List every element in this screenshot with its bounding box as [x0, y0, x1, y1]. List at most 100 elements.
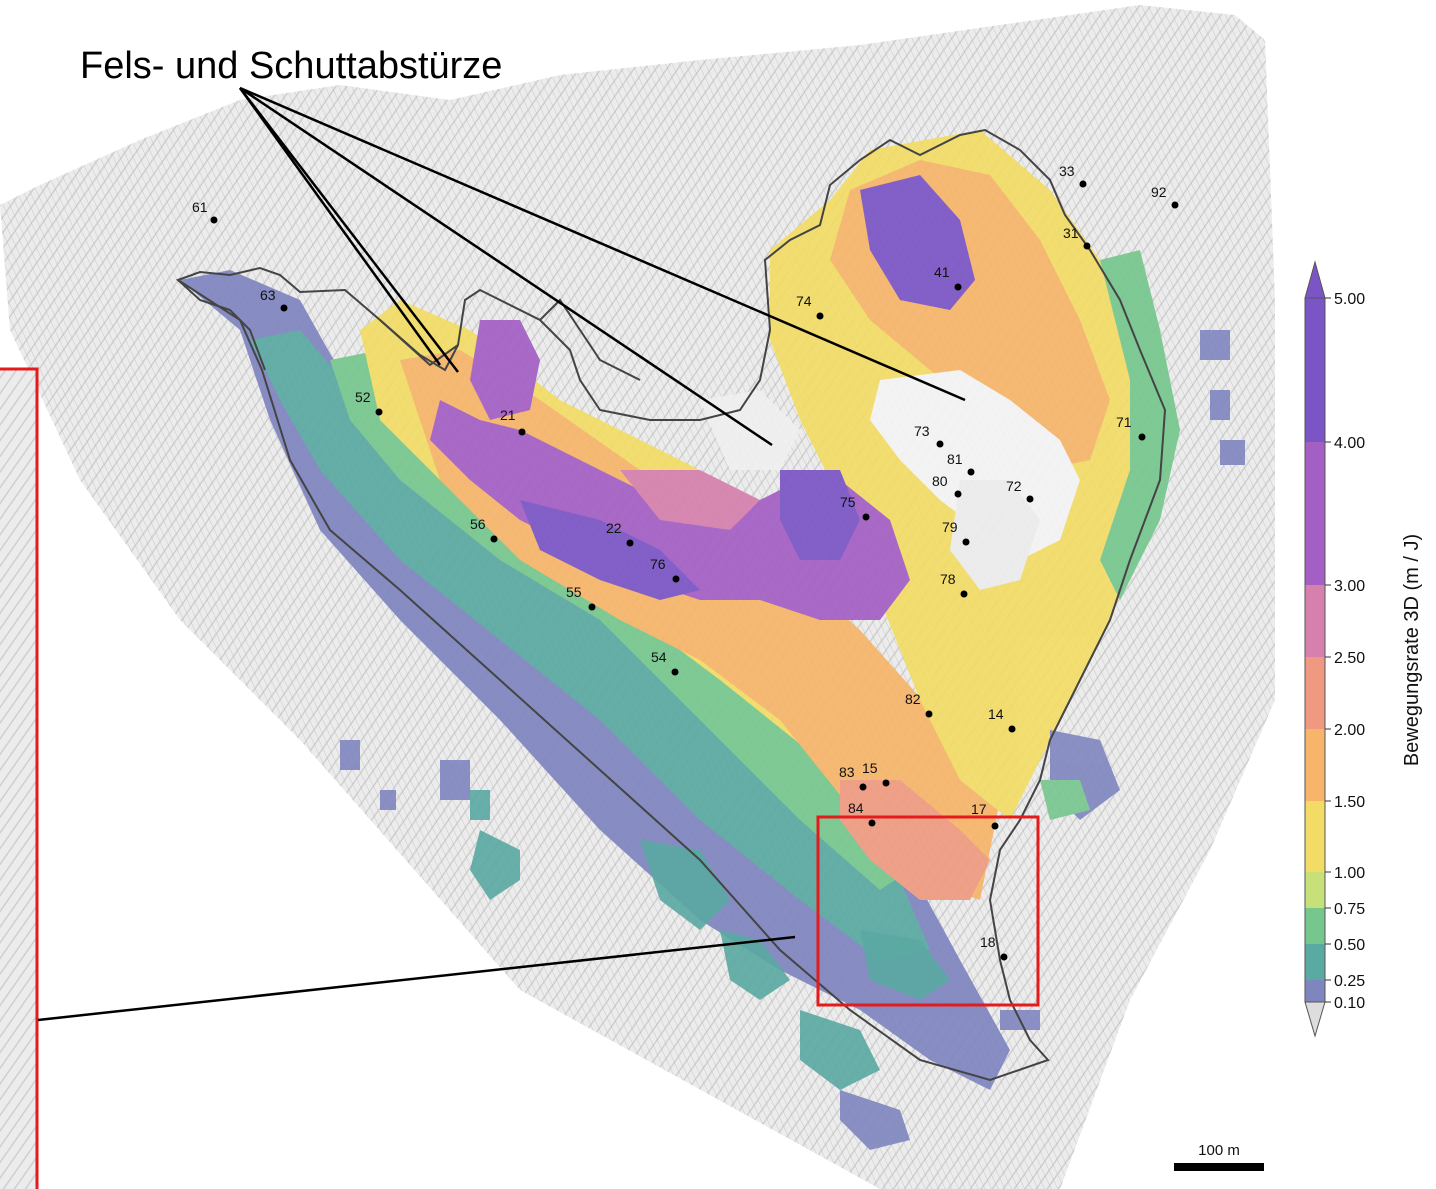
point-marker [962, 538, 970, 546]
measurement-point-52: 52 [355, 389, 383, 416]
measurement-point-41: 41 [934, 264, 962, 291]
measurement-point-56: 56 [470, 516, 498, 543]
point-label: 22 [606, 520, 622, 536]
legend-tick-label: 1.00 [1334, 865, 1365, 882]
point-marker [1026, 495, 1034, 503]
point-label: 81 [947, 451, 963, 467]
scale-bar-line [1174, 1163, 1264, 1171]
scattered-velocity-patches [340, 330, 1245, 1150]
legend-tick-label: 0.25 [1334, 973, 1365, 990]
point-marker [954, 490, 962, 498]
measurement-point-81: 81 [947, 451, 975, 476]
point-marker [862, 513, 870, 521]
point-label: 80 [932, 473, 948, 489]
measurement-point-79: 79 [942, 519, 970, 546]
point-marker [1008, 725, 1016, 733]
leader-lines [37, 86, 966, 1022]
point-label: 92 [1151, 184, 1167, 200]
measurement-point-55: 55 [566, 584, 596, 611]
measurement-point-73: 73 [914, 423, 944, 448]
point-marker [518, 428, 526, 436]
measurement-point-83: 83 [839, 764, 867, 791]
point-label: 79 [942, 519, 958, 535]
point-label: 55 [566, 584, 582, 600]
point-marker [626, 539, 634, 547]
measurement-point-33: 33 [1059, 163, 1087, 188]
measurement-point-71: 71 [1116, 414, 1146, 441]
point-marker [882, 779, 890, 787]
legend-tick-label: 5.00 [1334, 291, 1365, 308]
velocity-raster [180, 130, 1180, 1090]
legend-band [1305, 729, 1325, 801]
point-label: 71 [1116, 414, 1132, 430]
point-marker [967, 468, 975, 476]
rockfall-annotation: Fels- und Schuttabstürze [80, 45, 502, 87]
measurement-point-17: 17 [971, 801, 999, 830]
measurement-points: 61 63 52 21 56 22 76 55 54 74 41 33 92 31 71 73 81 80 72 75… [192, 163, 1179, 961]
point-label: 74 [796, 293, 812, 309]
point-label: 31 [1063, 225, 1079, 241]
legend-band [1305, 585, 1325, 657]
measurement-point-21: 21 [500, 407, 526, 436]
legend-tick-label: 0.10 [1334, 995, 1365, 1012]
legend-tick-label: 0.50 [1334, 937, 1365, 954]
legend-tick-label: 0.75 [1334, 901, 1365, 918]
legend-tick-label: 1.50 [1334, 794, 1365, 811]
legend-band [1305, 801, 1325, 872]
measurement-point-74: 74 [796, 293, 824, 320]
inset-frame-left [0, 367, 39, 1189]
point-label: 56 [470, 516, 486, 532]
point-label: 63 [260, 287, 276, 303]
legend-tick-label: 2.50 [1334, 650, 1365, 667]
point-marker [588, 603, 596, 611]
legend-band [1305, 657, 1325, 729]
legend-band [1305, 298, 1325, 442]
point-marker [280, 304, 288, 312]
legend-arrow-top [1304, 260, 1326, 299]
point-label: 61 [192, 199, 208, 215]
legend-tick-label: 2.00 [1334, 722, 1365, 739]
measurement-point-22: 22 [606, 520, 634, 547]
point-label: 52 [355, 389, 371, 405]
measurement-point-54: 54 [651, 649, 679, 676]
point-label: 14 [988, 706, 1004, 722]
measurement-point-76: 76 [650, 556, 680, 583]
point-marker [1083, 242, 1091, 250]
legend-arrow-bottom [1304, 1001, 1326, 1038]
scale-bar-label: 100 m [1198, 1142, 1240, 1159]
measurement-point-15: 15 [862, 760, 890, 787]
measurement-point-78: 78 [940, 571, 968, 598]
point-label: 33 [1059, 163, 1075, 179]
measurement-point-75: 75 [840, 494, 870, 521]
point-label: 83 [839, 764, 855, 780]
measurement-point-80: 80 [932, 473, 962, 498]
point-marker [375, 408, 383, 416]
point-marker [816, 312, 824, 320]
legend-band [1305, 872, 1325, 908]
measurement-point-63: 63 [260, 287, 288, 312]
measurement-point-72: 72 [1006, 478, 1034, 503]
measurement-point-31: 31 [1063, 225, 1091, 250]
point-label: 78 [940, 571, 956, 587]
point-marker [936, 440, 944, 448]
measurement-point-14: 14 [988, 706, 1016, 733]
point-label: 41 [934, 264, 950, 280]
landslide-outlines [175, 128, 1167, 1082]
point-marker [672, 575, 680, 583]
point-marker [210, 216, 218, 224]
legend-tick-label: 4.00 [1334, 435, 1365, 452]
legend-title: Bewegungsrate 3D (m / J) [1401, 534, 1423, 766]
point-label: 84 [848, 800, 864, 816]
point-marker [671, 668, 679, 676]
point-label: 82 [905, 691, 921, 707]
point-label: 54 [651, 649, 667, 665]
point-marker [960, 590, 968, 598]
point-marker [868, 819, 876, 827]
point-marker [1079, 180, 1087, 188]
point-marker [925, 710, 933, 718]
point-marker [954, 283, 962, 291]
inset-highlight-box [816, 815, 1040, 1007]
point-label: 15 [862, 760, 878, 776]
measurement-point-82: 82 [905, 691, 933, 718]
